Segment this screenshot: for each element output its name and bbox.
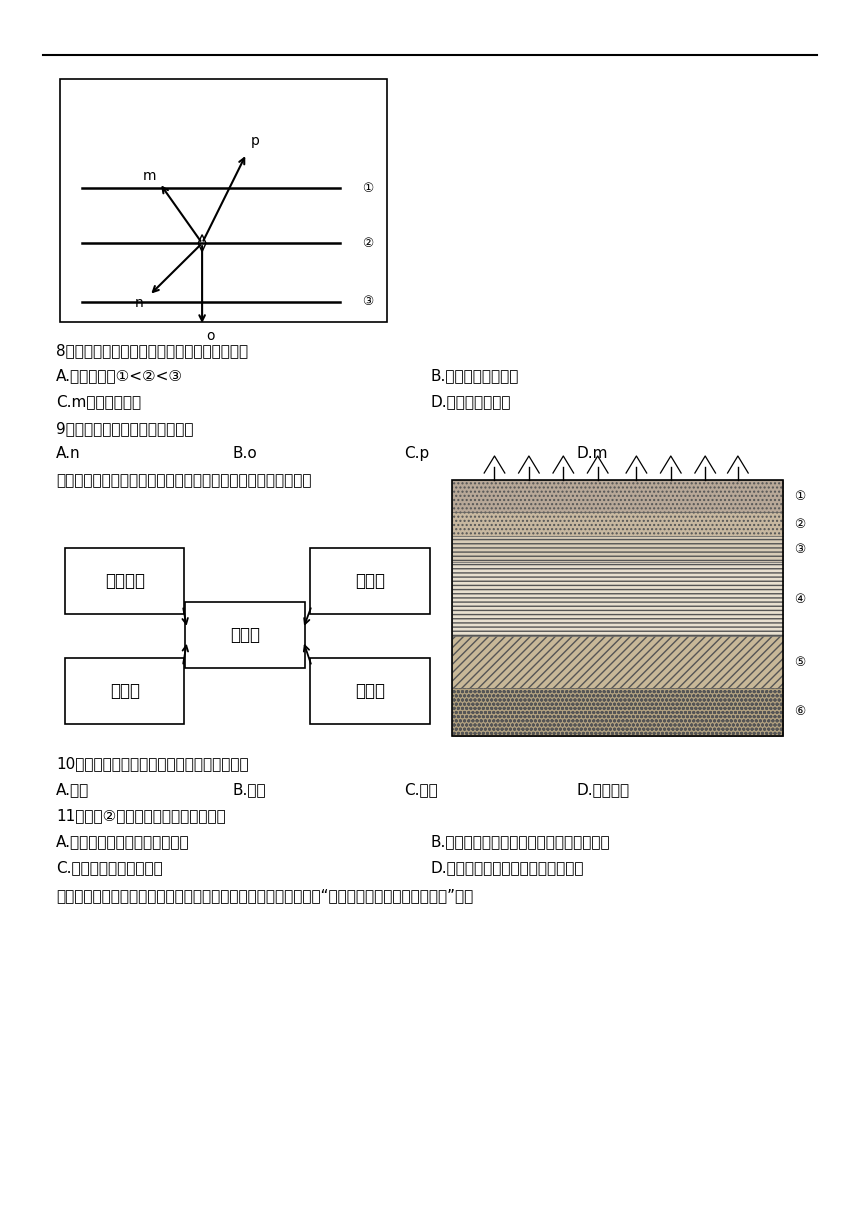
Text: B.地形: B.地形 bbox=[232, 782, 266, 796]
Bar bbox=[60, 79, 387, 322]
Bar bbox=[452, 512, 783, 536]
Text: 地　形: 地 形 bbox=[110, 682, 139, 699]
Text: 10、土壤形成过程中最活跃的因素是（　　）: 10、土壤形成过程中最活跃的因素是（ ） bbox=[56, 756, 249, 771]
Text: C.矿物质淤失，颜色较浅: C.矿物质淤失，颜色较浅 bbox=[56, 860, 163, 874]
Text: A.以分解和半分解的有机质为主: A.以分解和半分解的有机质为主 bbox=[56, 834, 189, 849]
Text: ③: ③ bbox=[362, 295, 374, 308]
Text: C.生物: C.生物 bbox=[404, 782, 438, 796]
Text: ④: ④ bbox=[794, 592, 805, 606]
Bar bbox=[452, 636, 783, 688]
Text: ⑥: ⑥ bbox=[794, 705, 805, 719]
Text: o: o bbox=[206, 328, 215, 343]
Bar bbox=[452, 480, 783, 736]
FancyBboxPatch shape bbox=[64, 658, 184, 724]
Text: B.腔殖质积累，颜色较深，呢灰黑色或黑色: B.腔殖质积累，颜色较深，呢灰黑色或黑色 bbox=[430, 834, 610, 849]
Text: C.p: C.p bbox=[404, 446, 429, 461]
Bar bbox=[452, 562, 783, 636]
Text: D.该风形成于高空: D.该风形成于高空 bbox=[430, 394, 511, 409]
Text: C.m是地转偏向力: C.m是地转偏向力 bbox=[56, 394, 141, 409]
FancyBboxPatch shape bbox=[185, 602, 304, 668]
Text: D.质地黕重、紧实，呢棕色或红棕色: D.质地黕重、紧实，呢棕色或红棕色 bbox=[430, 860, 583, 874]
Text: 影响河流流量的因素很多，植被是其中一个重要的因素，图为“植被对河流流量的影响示意图”。据: 影响河流流量的因素很多，植被是其中一个重要的因素，图为“植被对河流流量的影响示意… bbox=[56, 888, 473, 902]
Text: ②: ② bbox=[794, 518, 805, 530]
Text: ②: ② bbox=[362, 237, 374, 249]
Text: ①: ① bbox=[794, 490, 805, 502]
FancyBboxPatch shape bbox=[64, 548, 184, 614]
FancyBboxPatch shape bbox=[310, 658, 430, 724]
Bar bbox=[452, 480, 783, 512]
Text: A.等压线数值①<②<③: A.等压线数值①<②<③ bbox=[56, 368, 183, 383]
Text: ①: ① bbox=[362, 182, 374, 195]
Bar bbox=[452, 688, 783, 736]
FancyBboxPatch shape bbox=[310, 548, 430, 614]
Text: D.成土母质: D.成土母质 bbox=[576, 782, 630, 796]
Text: 成土母质: 成土母质 bbox=[105, 573, 144, 590]
Text: ⑤: ⑤ bbox=[794, 655, 805, 669]
Text: p: p bbox=[250, 135, 260, 148]
Text: B.此风形成于南半球: B.此风形成于南半球 bbox=[430, 368, 519, 383]
Text: 气　候: 气 候 bbox=[355, 573, 384, 590]
Bar bbox=[452, 536, 783, 562]
Text: D.m: D.m bbox=[576, 446, 608, 461]
Text: 8、当风速稳定后，下列叙述正确的是（　　）: 8、当风速稳定后，下列叙述正确的是（ ） bbox=[56, 343, 248, 358]
Text: n: n bbox=[134, 295, 144, 310]
Text: 读各种成土因素作用示意图及土壤剖面图，完成下面小题。: 读各种成土因素作用示意图及土壤剖面图，完成下面小题。 bbox=[56, 473, 311, 488]
Text: 土　壤: 土 壤 bbox=[230, 626, 260, 643]
Text: m: m bbox=[143, 169, 156, 182]
Text: ③: ③ bbox=[794, 542, 805, 556]
Text: 11、关于②层的叙述正确的是（　　）: 11、关于②层的叙述正确的是（ ） bbox=[56, 809, 225, 823]
Text: B.o: B.o bbox=[232, 446, 257, 461]
Text: A.n: A.n bbox=[56, 446, 81, 461]
Text: A.气候: A.气候 bbox=[56, 782, 89, 796]
Text: 生　物: 生 物 bbox=[355, 682, 384, 699]
Text: 9、形成风的直接动力是（　　）: 9、形成风的直接动力是（ ） bbox=[56, 421, 194, 435]
